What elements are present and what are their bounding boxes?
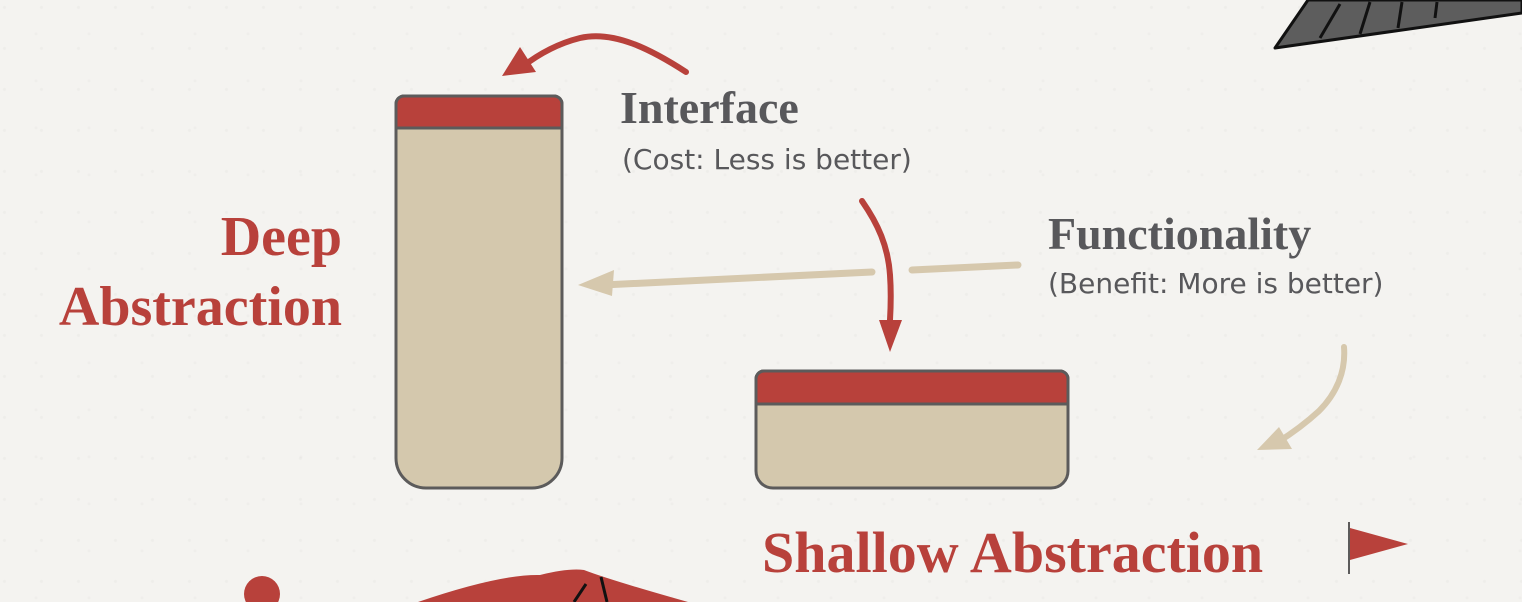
shard-line (1318, 3, 1342, 39)
paper-shard-decoration (418, 569, 688, 602)
decorative-dot (244, 576, 280, 602)
shard-line (1396, 1, 1404, 29)
interface-arrow-down-head (879, 320, 902, 352)
shard-line (1433, 1, 1439, 19)
interface-arrow-down (859, 198, 902, 352)
shard-line (599, 576, 609, 602)
top-right-decoration (1273, 0, 1522, 50)
deep-abstraction-box (394, 94, 564, 490)
functionality-arrow (578, 261, 1022, 296)
functionality-arrow-line (599, 261, 1022, 289)
deep-box-body (394, 94, 564, 490)
interface-arrow-top-line (519, 33, 689, 75)
shallow-box-interface-band (754, 369, 1070, 406)
deep-abstraction-line2: Abstraction (58, 276, 342, 338)
functionality-arrow-curve (1257, 344, 1348, 450)
shallow-abstraction-label: Shallow Abstraction (762, 520, 1264, 585)
functionality-arrow-curve-head (1257, 427, 1292, 450)
interface-cost-note: (Cost: Less is better) (622, 143, 912, 176)
deep-abstraction-line1: Deep (220, 206, 342, 268)
interface-arrow-down-line (859, 198, 894, 323)
shard-line (572, 583, 588, 602)
interface-title: Interface (620, 82, 799, 133)
functionality-arrow-head (578, 270, 614, 296)
shallow-abstraction-box (754, 369, 1070, 490)
interface-arrow-top (502, 33, 689, 76)
flag-cloth (1350, 528, 1408, 560)
functionality-title: Functionality (1048, 208, 1312, 259)
shard-line (1358, 1, 1372, 35)
interface-arrow-top-head (502, 47, 536, 76)
deep-abstraction-label: Deep Abstraction (20, 202, 342, 342)
deep-box-interface-band (394, 94, 564, 130)
functionality-arrow-curve-line (1275, 344, 1348, 445)
flag-icon (1348, 522, 1408, 574)
bottom-decoration (244, 569, 688, 602)
functionality-benefit-note: (Benefit: More is better) (1048, 267, 1384, 300)
